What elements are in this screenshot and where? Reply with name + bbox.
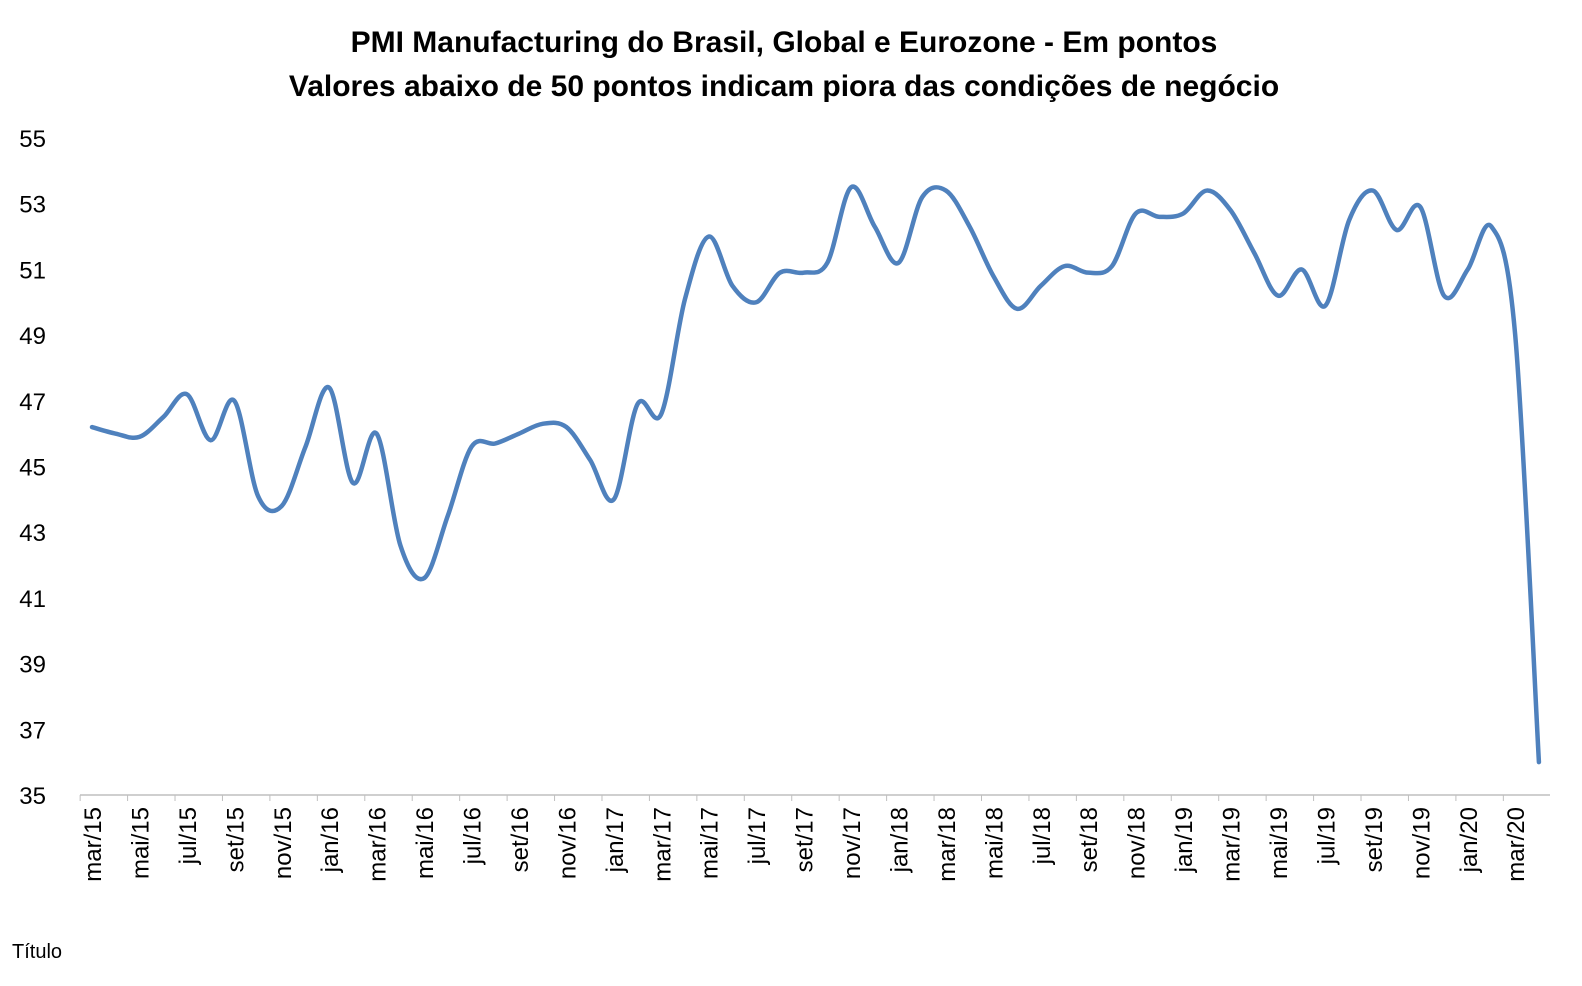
- y-tick-label: 39: [19, 652, 46, 679]
- y-tick-label: 43: [19, 520, 46, 547]
- y-tick-label: 47: [19, 389, 46, 416]
- x-tick-label: mai/17: [697, 807, 724, 879]
- line-series: [89, 184, 1542, 765]
- y-tick-label: 41: [19, 586, 46, 613]
- x-tick-label: mar/15: [80, 807, 107, 882]
- x-tick-label: mar/18: [934, 807, 961, 882]
- x-tick-label: mar/17: [649, 807, 676, 882]
- x-tick-label: jan/20: [1456, 807, 1483, 873]
- y-tick-label: 45: [19, 455, 46, 482]
- x-tick-label: mar/19: [1219, 807, 1246, 882]
- x-tick-label: nov/18: [1124, 807, 1151, 879]
- x-tick-label: set/15: [222, 807, 249, 872]
- chart-title: PMI Manufacturing do Brasil, Global e Eu…: [351, 26, 1218, 59]
- x-tick-label: jan/16: [317, 807, 344, 873]
- x-tick-label: jul/18: [1029, 807, 1056, 865]
- x-tick-label: nov/17: [839, 807, 866, 879]
- x-axis-title: Título: [12, 941, 62, 963]
- y-tick-label: 53: [19, 192, 46, 219]
- x-tick-label: jan/18: [886, 807, 913, 873]
- x-tick-label: mai/16: [412, 807, 439, 879]
- y-tick-label: 49: [19, 323, 46, 350]
- x-tick-label: mai/18: [981, 807, 1008, 879]
- x-tick-label: jul/17: [744, 807, 771, 865]
- x-tick-label: mar/16: [365, 807, 392, 882]
- x-tick-label: jul/16: [460, 807, 487, 865]
- x-tick-label: nov/15: [270, 807, 297, 879]
- x-tick-label: mar/20: [1503, 807, 1530, 882]
- x-tick-label: set/16: [507, 807, 534, 872]
- x-tick-label: jan/17: [602, 807, 629, 873]
- y-tick-label: 51: [19, 257, 46, 284]
- y-tick-label: 55: [19, 126, 46, 153]
- x-tick-label: set/17: [792, 807, 819, 872]
- x-tick-label: set/19: [1361, 807, 1388, 872]
- x-tick-label: mai/19: [1266, 807, 1293, 879]
- x-tick-label: nov/19: [1408, 807, 1435, 879]
- x-tick-label: jul/19: [1313, 807, 1340, 865]
- x-tick-label: set/18: [1076, 807, 1103, 872]
- y-tick-label: 35: [19, 783, 46, 810]
- x-tick-label: nov/16: [554, 807, 581, 879]
- x-tick-label: mai/15: [127, 807, 154, 879]
- x-tick-label: jan/19: [1171, 807, 1198, 873]
- chart-subtitle: Valores abaixo de 50 pontos indicam pior…: [289, 70, 1279, 103]
- x-tick-label: jul/15: [175, 807, 202, 865]
- y-tick-label: 37: [19, 717, 46, 744]
